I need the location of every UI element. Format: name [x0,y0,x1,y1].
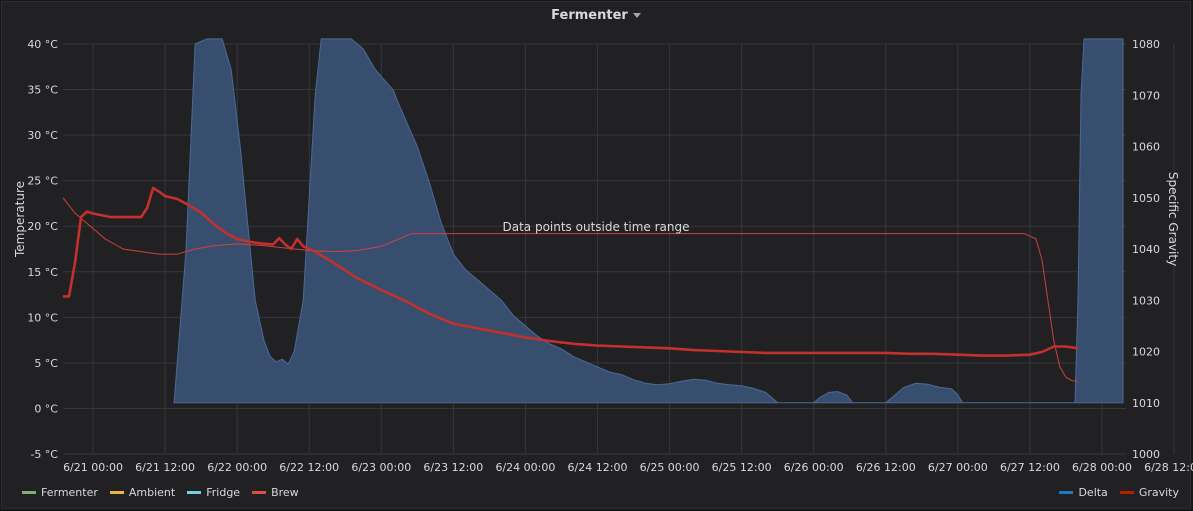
y-right-tick-label: 1050 [1132,192,1160,205]
x-tick-label: 6/21 12:00 [135,461,195,474]
x-tick-label: 6/23 12:00 [423,461,483,474]
x-tick-label: 6/24 12:00 [568,461,628,474]
lines-layer [63,186,1079,382]
legend-swatch [22,491,36,494]
y-left-tick-label: 15 °C [27,266,58,279]
x-tick-label: 6/25 12:00 [712,461,772,474]
legend-swatch [109,491,124,494]
delta-layer [173,38,1124,404]
y-left-axis-label: Temperature [13,181,27,258]
panel-title[interactable]: Fermenter [2,8,1190,23]
y-right-axis-label: Specific Gravity [1166,172,1180,266]
legend-swatch [1119,491,1134,494]
x-tick-label: 6/27 00:00 [928,461,988,474]
legend-swatch [1059,491,1074,494]
x-tick-label: 6/28 12:00 [1144,461,1193,474]
legend-item[interactable]: Delta [1059,486,1108,499]
y-left-tick-label: 20 °C [27,220,58,233]
y-left-tick-label: 25 °C [27,175,58,188]
legend-label: Fermenter [41,486,98,499]
x-tick-label: 6/22 12:00 [279,461,339,474]
legend-label: Delta [1078,486,1108,499]
y-right-tick-label: 1070 [1132,89,1160,102]
y-left-tick-label: 30 °C [27,129,58,142]
y-right-tick-label: 1040 [1132,243,1160,256]
y-right-tick-label: 1020 [1132,346,1160,359]
y-right-tick-label: 1000 [1132,448,1160,461]
legend-right: Delta Gravity [1059,486,1179,499]
legend-label: Brew [271,486,299,499]
x-tick-label: 6/26 00:00 [784,461,844,474]
legend-item[interactable]: Brew [252,486,299,499]
legend-item[interactable]: Ambient [109,486,176,499]
annotation-label: Data points outside time range [502,220,689,234]
delta-series-area [173,38,1124,404]
y-right-tick-label: 1080 [1132,38,1160,51]
x-tick-label: 6/22 00:00 [207,461,267,474]
x-tick-label: 6/25 00:00 [640,461,700,474]
legend-label: Gravity [1138,486,1179,499]
legend-label: Fridge [206,486,241,499]
x-tick-label: 6/28 00:00 [1072,461,1132,474]
x-tick-label: 6/24 00:00 [495,461,555,474]
legend-item[interactable]: Fermenter [22,486,98,499]
panel-title-text: Fermenter [551,8,628,23]
y-left-tick-label: 10 °C [27,311,58,324]
y-left-tick-label: 40 °C [27,38,58,51]
y-left-tick-label: 0 °C [34,402,58,415]
axes-layer: -5 °C 0 °C 5 °C 10 °C 15 °C 20 °C 25 °C 30 °C 35… [13,38,1193,474]
legend-item[interactable]: Gravity [1119,486,1179,499]
x-tick-label: 6/23 00:00 [351,461,411,474]
legend-swatch [187,491,202,494]
y-right-tick-label: 1060 [1132,141,1160,154]
x-tick-label: 6/21 00:00 [63,461,123,474]
gravity-series-line [63,197,1079,382]
legend-item[interactable]: Fridge [187,486,240,499]
y-left-tick-label: -5 °C [30,448,58,461]
y-left-tick-label: 35 °C [27,84,58,97]
x-tick-label: 6/26 12:00 [856,461,916,474]
legend-label: Ambient [128,486,176,499]
brew-series-line [63,186,1079,357]
y-right-tick-label: 1030 [1132,294,1160,307]
y-left-tick-label: 5 °C [34,357,58,370]
x-tick-label: 6/27 12:00 [1000,461,1060,474]
chevron-down-icon[interactable] [632,13,641,18]
y-right-tick-label: 1010 [1132,397,1160,410]
legend-swatch [252,491,267,494]
legend-left: Fermenter Ambient Fridge Brew [22,486,299,499]
